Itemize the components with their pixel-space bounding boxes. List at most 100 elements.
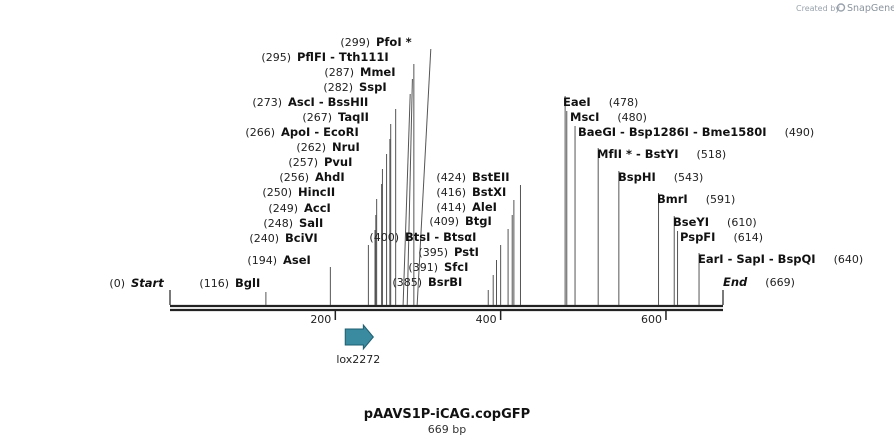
site-name[interactable]: AleI xyxy=(472,200,497,214)
site-ahdi[interactable]: AhdI (256) xyxy=(279,170,383,305)
site-name[interactable]: AscI - BssHII xyxy=(288,95,368,109)
site-name[interactable]: PflFI - Tth111I xyxy=(297,50,389,64)
site-bsrbi[interactable]: BsrBI (385) xyxy=(392,275,489,305)
site-taqii[interactable]: TaqII (267) xyxy=(302,110,392,305)
site-end[interactable]: End (669) xyxy=(722,275,795,305)
site-name[interactable]: MscI xyxy=(570,110,599,124)
site-name[interactable]: BtgI xyxy=(465,214,492,228)
site-bgli[interactable]: BglI (116) xyxy=(199,276,267,305)
site-sali[interactable]: SalI (248) xyxy=(263,216,376,305)
site-name[interactable]: PfoI * xyxy=(376,35,412,49)
site-name[interactable]: BspHI xyxy=(618,170,656,184)
site-name[interactable]: NruI xyxy=(332,140,360,154)
site-name[interactable]: HincII xyxy=(298,185,335,199)
site-position: (194) xyxy=(247,254,277,267)
site-bmri[interactable]: BmrI (591) xyxy=(657,192,735,305)
site-position: (250) xyxy=(262,186,292,199)
site-bseyi[interactable]: BseYI (610) xyxy=(673,215,757,305)
site-pflfi[interactable]: PflFI - Tth111I (295) xyxy=(261,50,415,305)
site-msci[interactable]: MscI (480) xyxy=(566,110,647,305)
site-name[interactable]: SspI xyxy=(359,80,387,94)
cut-line xyxy=(406,78,413,306)
site-name[interactable]: End xyxy=(723,275,748,289)
feature-label: lox2272 xyxy=(336,353,380,366)
site-bcivi[interactable]: BciVI (240) xyxy=(249,231,369,305)
site-position: (610) xyxy=(727,216,757,229)
site-position: (640) xyxy=(834,253,864,266)
site-name[interactable]: PspFI xyxy=(680,230,715,244)
plasmid-name: pAAVS1P-iCAG.copGFP xyxy=(364,407,530,422)
site-position: (116) xyxy=(199,277,229,290)
site-baegi[interactable]: BaeGI - Bsp1286I - Bme1580I (490) xyxy=(574,125,815,305)
site-name[interactable]: BglI xyxy=(235,276,260,290)
site-psti[interactable]: PstI (395) xyxy=(418,245,498,305)
site-bsteii[interactable]: BstEII (424) xyxy=(436,170,521,305)
site-position: (249) xyxy=(268,202,298,215)
tick-label: 600 xyxy=(641,313,662,326)
site-bsphi[interactable]: BspHI (543) xyxy=(618,170,703,305)
site-name[interactable]: AseI xyxy=(283,253,311,267)
site-position: (518) xyxy=(697,148,727,161)
site-name[interactable]: AccI xyxy=(304,201,331,215)
brand-name: SnapGene xyxy=(847,3,894,14)
site-name[interactable]: BseYI xyxy=(673,215,709,229)
site-name[interactable]: BciVI xyxy=(285,231,318,245)
site-position: (490) xyxy=(785,126,815,139)
site-position: (414) xyxy=(436,201,466,214)
tick-label: 400 xyxy=(476,313,497,326)
site-sfci[interactable]: SfcI (391) xyxy=(408,260,494,305)
site-nrui[interactable]: NruI (262) xyxy=(296,140,388,305)
site-position: (295) xyxy=(261,51,291,64)
site-position: (669) xyxy=(765,276,795,289)
site-position: (282) xyxy=(323,81,353,94)
site-bstxi[interactable]: BstXI (416) xyxy=(436,185,515,305)
site-position: (478) xyxy=(609,96,639,109)
cut-line xyxy=(402,93,411,306)
site-position: (257) xyxy=(288,156,318,169)
site-pfoi[interactable]: PfoI * (299) xyxy=(340,35,432,306)
site-position: (409) xyxy=(429,215,459,228)
site-apoi[interactable]: ApoI - EcoRI (266) xyxy=(245,125,391,305)
site-name[interactable]: BstXI xyxy=(472,185,506,199)
site-sspi[interactable]: SspI (282) xyxy=(323,80,411,306)
site-name[interactable]: EarI - SapI - BspQI xyxy=(698,252,816,266)
site-alei[interactable]: AleI (414) xyxy=(436,200,513,305)
site-mmei[interactable]: MmeI (287) xyxy=(324,65,413,306)
site-position: (266) xyxy=(245,126,275,139)
site-name[interactable]: PvuI xyxy=(324,155,352,169)
site-eaei[interactable]: EaeI (478) xyxy=(563,95,638,305)
site-name[interactable]: BstEII xyxy=(472,170,510,184)
site-pvui[interactable]: PvuI (257) xyxy=(288,155,383,305)
site-name[interactable]: PstI xyxy=(454,245,479,259)
site-mfii[interactable]: MfII * - BstYI (518) xyxy=(597,147,726,305)
site-name[interactable]: MfII * - BstYI xyxy=(597,147,679,161)
site-name[interactable]: EaeI xyxy=(563,95,591,109)
site-name[interactable]: ApoI - EcoRI xyxy=(281,125,359,139)
site-name[interactable]: TaqII xyxy=(338,110,369,124)
site-name[interactable]: BsrBI xyxy=(428,275,462,289)
lox2272-feature-arrow[interactable] xyxy=(344,323,374,351)
site-position: (395) xyxy=(418,246,448,259)
brand-created-by: Created by xyxy=(796,4,840,13)
site-btgi[interactable]: BtgI (409) xyxy=(429,214,509,305)
site-start[interactable]: Start (0) xyxy=(109,276,171,305)
site-hincii[interactable]: HincII (250) xyxy=(262,185,378,305)
site-name[interactable]: AhdI xyxy=(315,170,345,184)
site-eari[interactable]: EarI - SapI - BspQI (640) xyxy=(698,252,863,305)
site-acci[interactable]: AccI (249) xyxy=(268,201,377,305)
site-name[interactable]: BaeGI - Bsp1286I - Bme1580I xyxy=(578,125,767,139)
site-asci[interactable]: AscI - BssHII (273) xyxy=(252,95,397,305)
site-name[interactable]: Start xyxy=(131,276,164,290)
site-position: (416) xyxy=(436,186,466,199)
site-name[interactable]: MmeI xyxy=(360,65,396,79)
site-name[interactable]: BmrI xyxy=(657,192,688,206)
site-name[interactable]: SalI xyxy=(299,216,323,230)
axis-ticks: 200 400 600 xyxy=(310,311,667,326)
site-asei[interactable]: AseI (194) xyxy=(247,253,331,305)
site-position: (299) xyxy=(340,36,370,49)
site-btsi[interactable]: BtsI - BtsαI (400) xyxy=(369,230,502,305)
restriction-sites: Start(0) BglI (116) AseI (194)BciVI(240)SalI… xyxy=(109,35,863,306)
site-pspfi[interactable]: PspFI (614) xyxy=(677,230,764,305)
site-name[interactable]: SfcI xyxy=(444,260,468,274)
site-name[interactable]: BtsI - BtsαI xyxy=(405,230,476,244)
